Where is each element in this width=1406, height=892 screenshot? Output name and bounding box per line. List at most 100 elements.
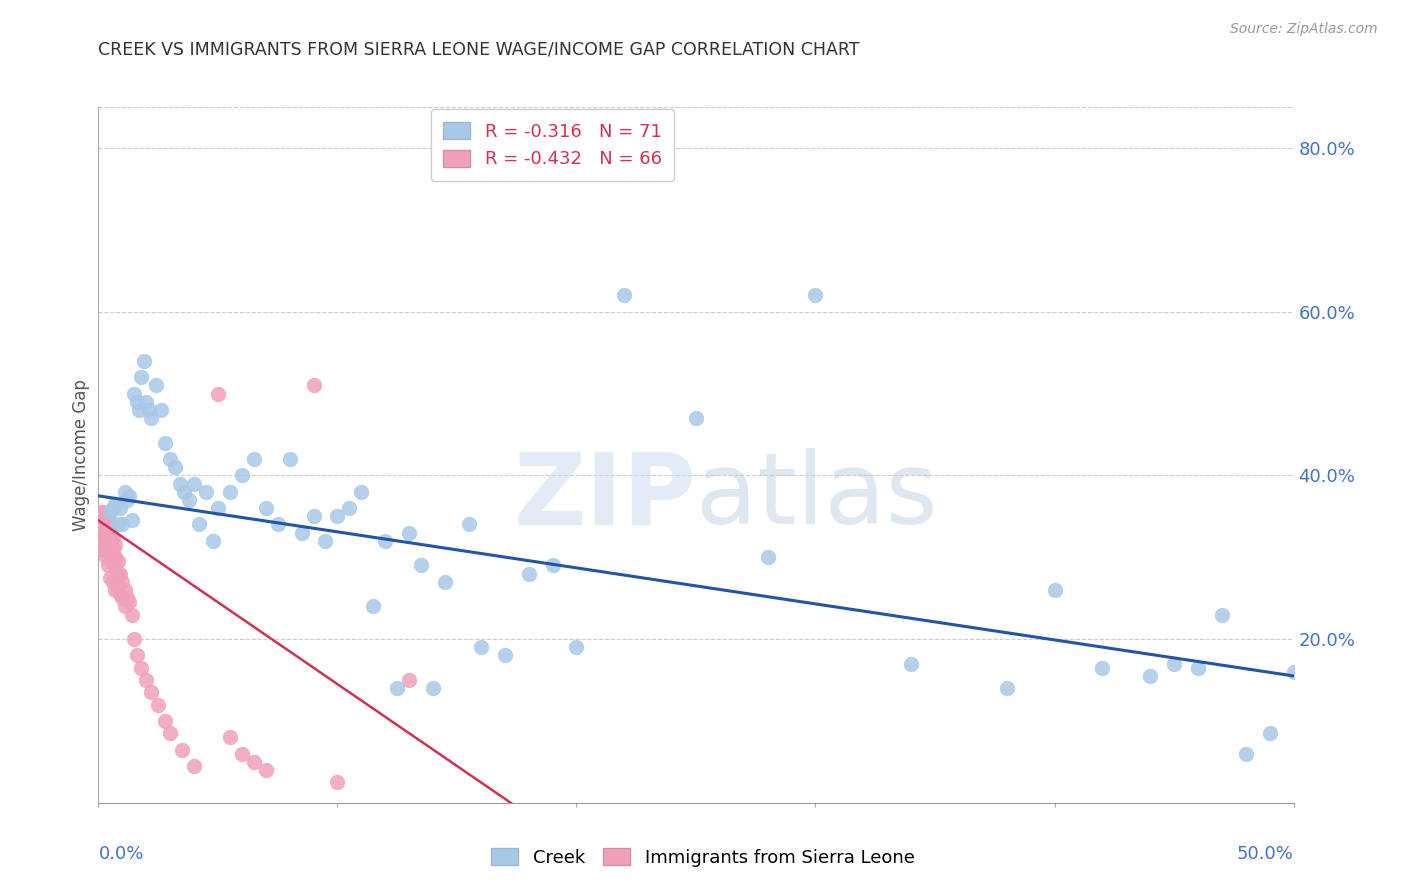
Point [98, 533, 122, 548]
Point [363, 599, 385, 614]
Legend: R = -0.316   N = 71, R = -0.432   N = 66: R = -0.316 N = 71, R = -0.432 N = 66 [430, 109, 675, 181]
Point [132, 353, 155, 368]
Legend: Creek, Immigrants from Sierra Leone: Creek, Immigrants from Sierra Leone [484, 841, 922, 874]
Point [243, 452, 266, 467]
Point [267, 517, 290, 532]
Point [1043, 582, 1066, 597]
Point [278, 452, 301, 467]
Point [108, 501, 131, 516]
Point [302, 378, 325, 392]
Point [613, 288, 636, 302]
Point [91, 513, 114, 527]
Point [302, 509, 325, 524]
Point [422, 681, 444, 696]
Text: 50.0%: 50.0% [1237, 845, 1294, 863]
Point [131, 370, 153, 384]
Point [91, 525, 114, 540]
Point [254, 501, 277, 516]
Point [183, 476, 205, 491]
Text: 0.0%: 0.0% [98, 845, 143, 863]
Point [149, 403, 172, 417]
Point [104, 538, 127, 552]
Point [172, 742, 194, 756]
Point [315, 533, 337, 548]
Point [202, 533, 225, 548]
Point [155, 714, 177, 728]
Point [470, 640, 492, 655]
Point [90, 525, 112, 540]
Point [231, 747, 253, 761]
Point [135, 394, 157, 409]
Point [135, 673, 157, 687]
Point [90, 533, 112, 548]
Point [115, 591, 138, 606]
Point [458, 517, 481, 532]
Point [207, 501, 229, 516]
Point [107, 554, 129, 568]
Point [107, 579, 129, 593]
Point [124, 386, 146, 401]
Point [94, 517, 117, 532]
Point [98, 554, 122, 568]
Text: ZIP: ZIP [513, 448, 696, 545]
Point [517, 566, 540, 581]
Point [91, 517, 114, 532]
Point [1187, 661, 1209, 675]
Point [101, 574, 124, 589]
Point [91, 542, 114, 557]
Point [207, 386, 229, 401]
Point [104, 558, 127, 573]
Point [159, 726, 181, 740]
Point [350, 484, 373, 499]
Point [101, 501, 124, 516]
Point [173, 484, 195, 499]
Point [565, 640, 588, 655]
Point [128, 403, 150, 417]
Point [541, 558, 564, 573]
Point [124, 632, 146, 646]
Point [433, 574, 456, 589]
Point [131, 661, 153, 675]
Point [98, 517, 122, 532]
Point [385, 681, 409, 696]
Point [108, 587, 131, 601]
Point [254, 763, 277, 777]
Point [179, 492, 201, 507]
Point [104, 550, 127, 565]
Point [756, 550, 779, 565]
Point [98, 505, 122, 519]
Point [94, 522, 117, 536]
Point [1282, 665, 1305, 679]
Point [398, 525, 420, 540]
Point [97, 530, 120, 544]
Text: Source: ZipAtlas.com: Source: ZipAtlas.com [1230, 22, 1378, 37]
Point [97, 558, 120, 573]
Point [163, 460, 186, 475]
Point [94, 550, 117, 565]
Point [326, 775, 349, 789]
Point [219, 484, 242, 499]
Point [90, 513, 112, 527]
Point [139, 685, 162, 699]
Point [97, 542, 120, 557]
Point [121, 607, 143, 622]
Y-axis label: Wage/Income Gap: Wage/Income Gap [72, 379, 90, 531]
Point [169, 476, 191, 491]
Point [231, 468, 253, 483]
Point [1163, 657, 1185, 671]
Point [138, 403, 160, 417]
Point [91, 505, 114, 519]
Point [115, 492, 138, 507]
Point [494, 648, 516, 663]
Point [187, 517, 209, 532]
Point [125, 394, 148, 409]
Point [291, 525, 314, 540]
Point [194, 484, 218, 499]
Point [900, 657, 922, 671]
Point [111, 591, 134, 606]
Point [94, 538, 117, 552]
Point [91, 533, 114, 548]
Point [98, 525, 122, 540]
Point [108, 566, 131, 581]
Point [114, 599, 136, 614]
